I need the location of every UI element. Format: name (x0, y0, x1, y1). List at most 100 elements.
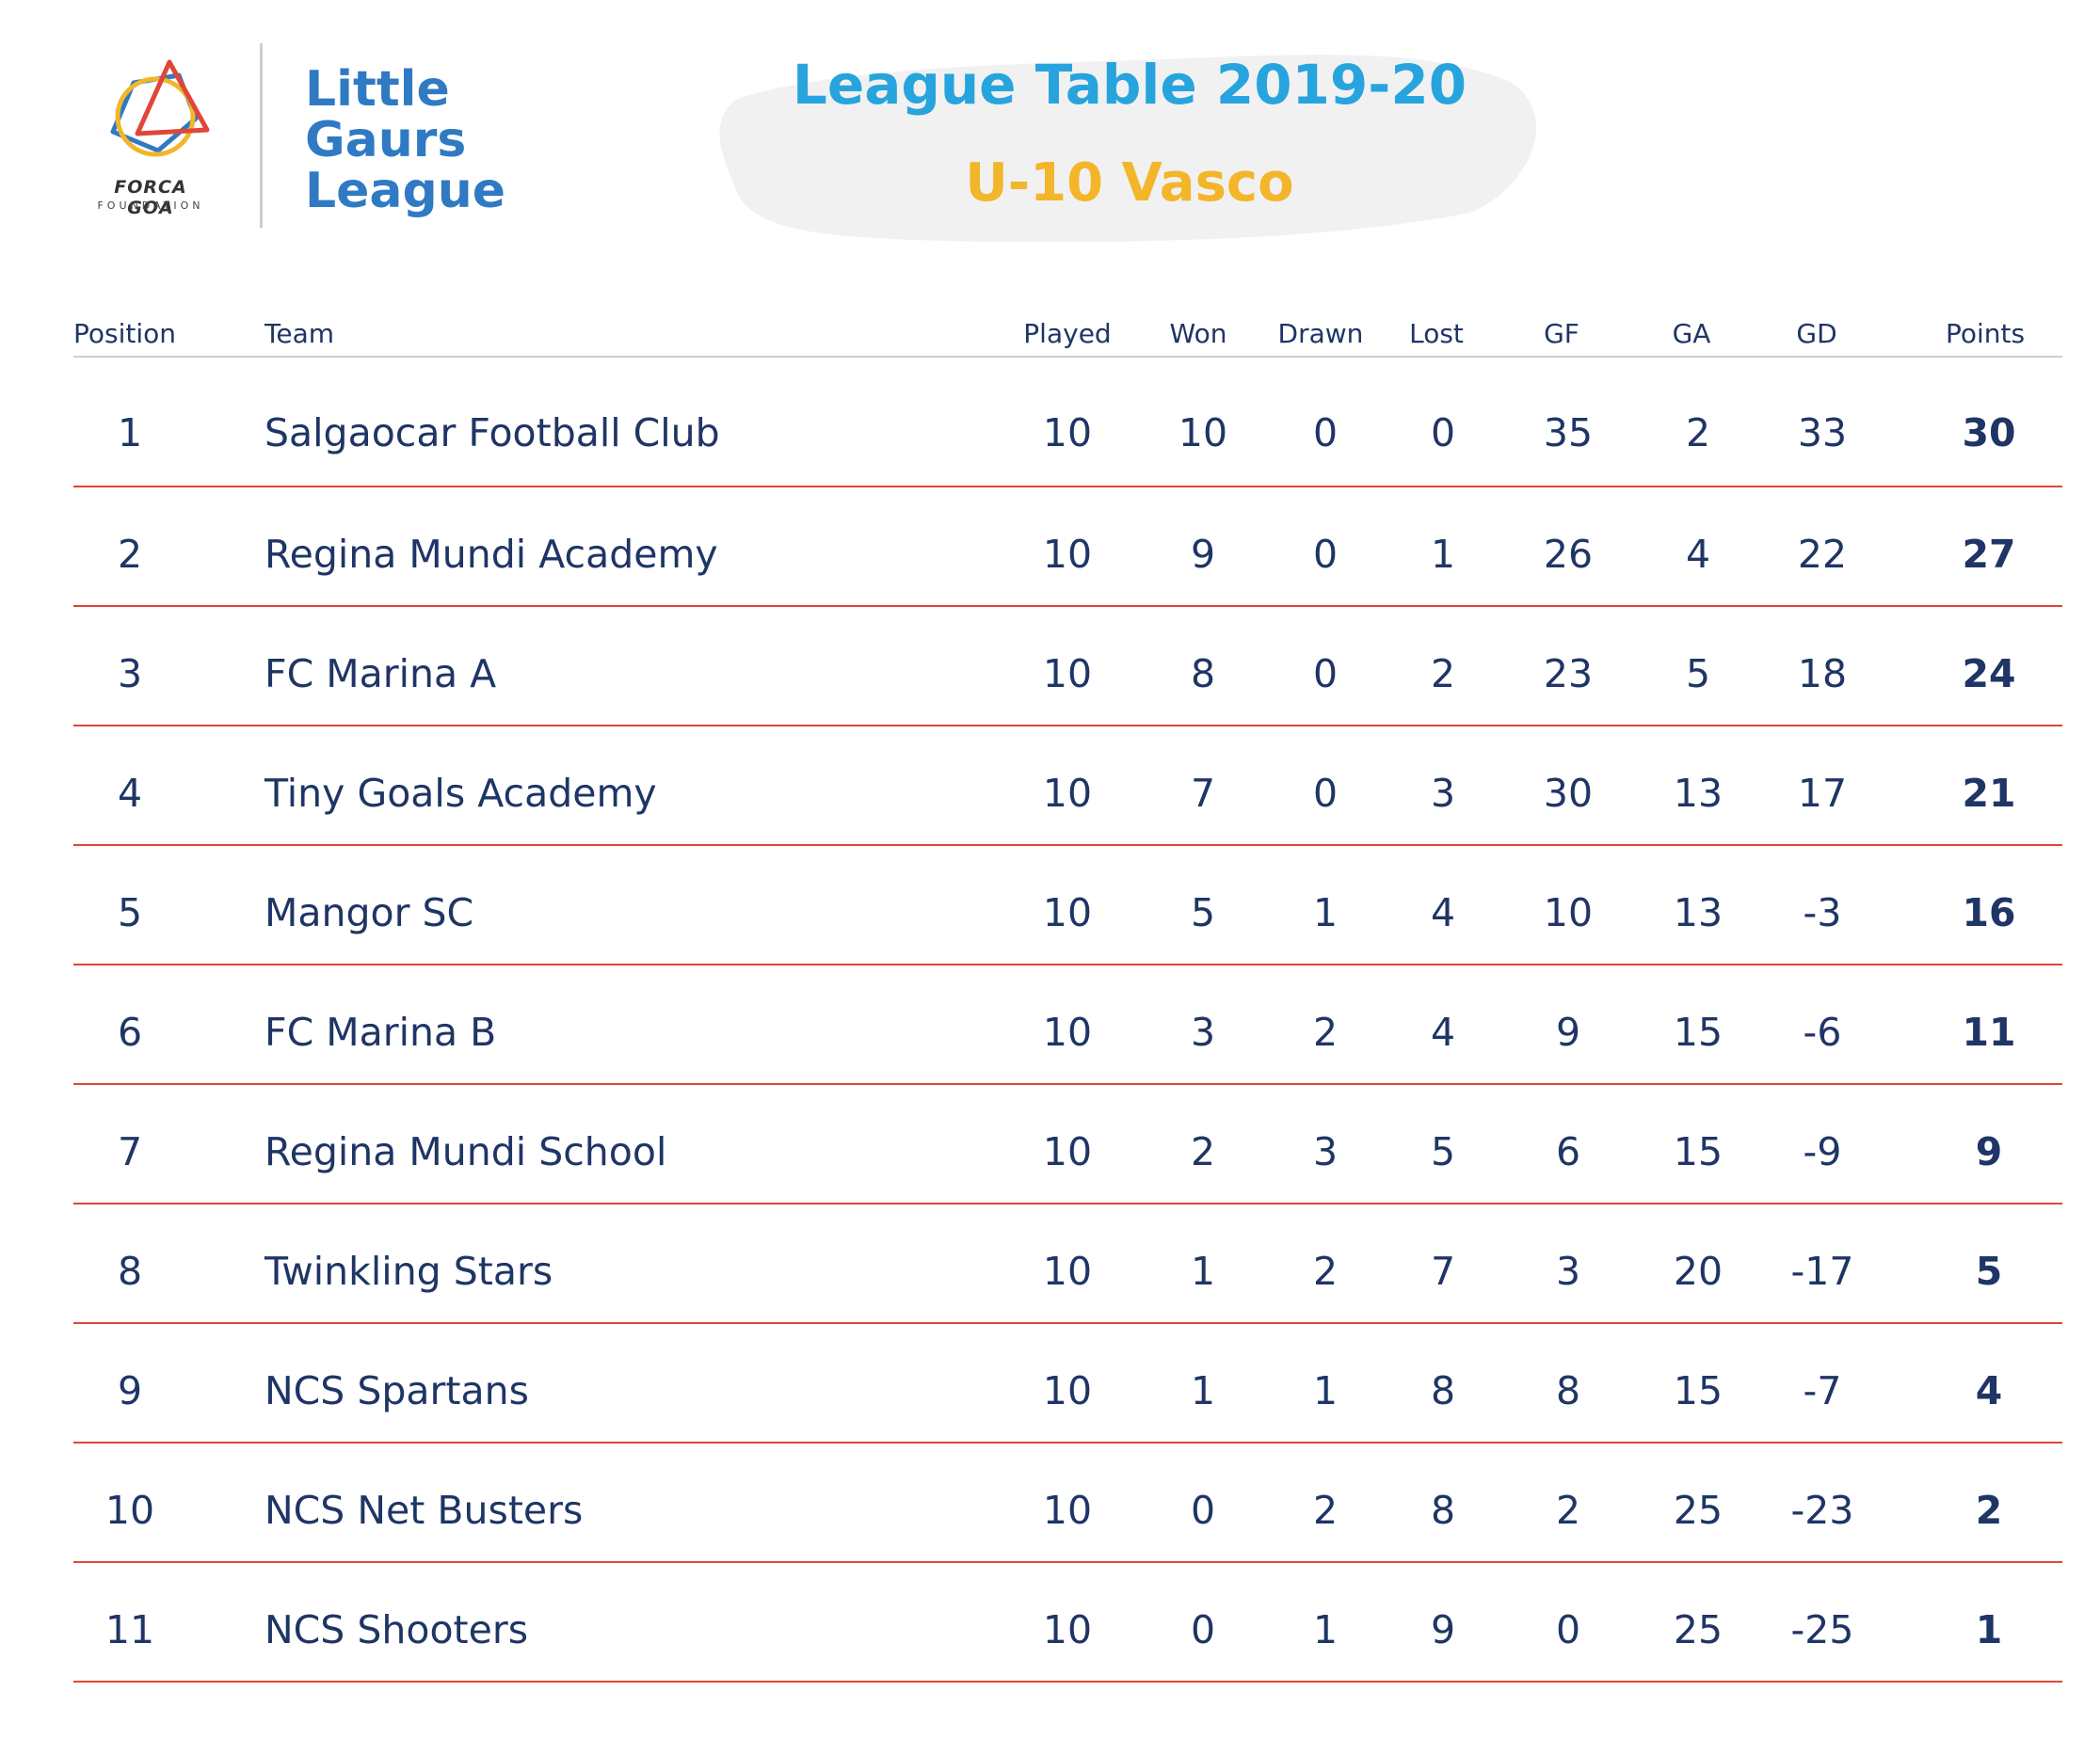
cell-team: Regina Mundi School (265, 1129, 666, 1174)
org-subtitle: FOUNDATION (94, 199, 207, 212)
cell-gf: 2 (1556, 1488, 1580, 1533)
cell-ga: 2 (1686, 410, 1710, 455)
page-title: League Table 2019-20 (715, 53, 1544, 117)
cell-won: 2 (1191, 1129, 1215, 1174)
cell-ga: 15 (1674, 1129, 1723, 1174)
cell-points: 9 (1976, 1129, 2003, 1174)
cell-won: 3 (1191, 1010, 1215, 1055)
cell-ga: 5 (1686, 651, 1710, 696)
cell-position: 11 (105, 1607, 154, 1652)
cell-ga: 13 (1674, 771, 1723, 816)
forca-goa-logo-icon (75, 55, 226, 172)
column-header-drawn: Drawn (1278, 318, 1364, 349)
cell-position: 8 (118, 1249, 142, 1294)
cell-lost: 5 (1431, 1129, 1455, 1174)
cell-gf: 9 (1556, 1010, 1580, 1055)
cell-team: FC Marina A (265, 651, 496, 696)
cell-team: Mangor SC (265, 890, 473, 935)
cell-position: 1 (118, 410, 142, 455)
cell-won: 1 (1191, 1249, 1215, 1294)
org-name: FORCA GOA (94, 177, 207, 218)
table-row: 1 Salgaocar Football Club 10 10 0 0 35 2 33 30 (73, 358, 2062, 487)
cell-played: 10 (1043, 1249, 1092, 1294)
cell-played: 10 (1043, 1488, 1092, 1533)
cell-gd: -3 (1803, 890, 1842, 935)
cell-drawn: 0 (1313, 651, 1338, 696)
header: FORCA GOA FOUNDATION Little Gaurs League… (0, 0, 2100, 273)
cell-team: NCS Net Busters (265, 1488, 583, 1533)
cell-gd: 33 (1798, 410, 1847, 455)
cell-points: 30 (1962, 410, 2015, 455)
cell-points: 27 (1962, 532, 2015, 577)
cell-team: FC Marina B (265, 1010, 496, 1055)
cell-team: NCS Spartans (265, 1368, 529, 1413)
brand-line-2: Gaurs (305, 115, 505, 166)
cell-played: 10 (1043, 1368, 1092, 1413)
table-row: 8 Twinkling Stars 10 1 2 7 3 20 -17 5 (73, 1205, 2062, 1324)
cell-gf: 30 (1544, 771, 1593, 816)
cell-gd: -6 (1803, 1010, 1842, 1055)
cell-team: NCS Shooters (265, 1607, 528, 1652)
cell-gd: -23 (1791, 1488, 1854, 1533)
cell-drawn: 2 (1313, 1010, 1338, 1055)
cell-drawn: 1 (1313, 1368, 1338, 1413)
cell-position: 10 (105, 1488, 154, 1533)
column-header-points: Points (1946, 318, 2025, 349)
cell-played: 10 (1043, 651, 1092, 696)
cell-points: 16 (1962, 890, 2015, 935)
cell-gf: 26 (1544, 532, 1593, 577)
cell-gf: 23 (1544, 651, 1593, 696)
cell-lost: 4 (1431, 1010, 1455, 1055)
table-row: 5 Mangor SC 10 5 1 4 10 13 -3 16 (73, 846, 2062, 965)
table-row: 3 FC Marina A 10 8 0 2 23 5 18 24 (73, 607, 2062, 726)
cell-played: 10 (1043, 1010, 1092, 1055)
table-header-row: Position Team Played Won Drawn Lost GF G… (73, 311, 2062, 358)
cell-position: 5 (118, 890, 142, 935)
cell-points: 11 (1962, 1010, 2015, 1055)
cell-team: Salgaocar Football Club (265, 410, 720, 455)
table-row: 9 NCS Spartans 10 1 1 8 8 15 -7 4 (73, 1324, 2062, 1444)
cell-won: 1 (1191, 1368, 1215, 1413)
cell-played: 10 (1043, 410, 1092, 455)
cell-won: 0 (1191, 1607, 1215, 1652)
cell-gf: 0 (1556, 1607, 1580, 1652)
cell-position: 2 (118, 532, 142, 577)
cell-team: Regina Mundi Academy (265, 532, 718, 577)
cell-position: 4 (118, 771, 142, 816)
cell-points: 2 (1976, 1488, 2003, 1533)
cell-won: 10 (1178, 410, 1227, 455)
cell-drawn: 0 (1313, 410, 1338, 455)
page-subtitle: U-10 Vasco (715, 152, 1544, 214)
table-row: 11 NCS Shooters 10 0 1 9 0 25 -25 1 (73, 1563, 2062, 1683)
cell-ga: 15 (1674, 1368, 1723, 1413)
cell-won: 5 (1191, 890, 1215, 935)
brand-line-3: League (305, 166, 505, 216)
cell-team: Tiny Goals Academy (265, 771, 657, 816)
cell-gd: -25 (1791, 1607, 1854, 1652)
cell-played: 10 (1043, 1607, 1092, 1652)
cell-points: 21 (1962, 771, 2015, 816)
logo-divider (260, 43, 263, 228)
brand-line-1: Little (305, 64, 505, 115)
cell-drawn: 0 (1313, 771, 1338, 816)
league-table: Position Team Played Won Drawn Lost GF G… (73, 311, 2062, 1683)
cell-gf: 10 (1544, 890, 1593, 935)
column-header-ga: GA (1673, 318, 1711, 349)
cell-ga: 15 (1674, 1010, 1723, 1055)
cell-gd: -9 (1803, 1129, 1842, 1174)
cell-gd: -7 (1803, 1368, 1842, 1413)
cell-position: 9 (118, 1368, 142, 1413)
cell-points: 5 (1976, 1249, 2003, 1294)
column-header-lost: Lost (1409, 318, 1464, 349)
cell-position: 7 (118, 1129, 142, 1174)
cell-played: 10 (1043, 890, 1092, 935)
cell-lost: 4 (1431, 890, 1455, 935)
table-row: 10 NCS Net Busters 10 0 2 8 2 25 -23 2 (73, 1444, 2062, 1563)
cell-drawn: 2 (1313, 1249, 1338, 1294)
cell-drawn: 2 (1313, 1488, 1338, 1533)
cell-ga: 20 (1674, 1249, 1723, 1294)
cell-played: 10 (1043, 771, 1092, 816)
table-row: 7 Regina Mundi School 10 2 3 5 6 15 -9 9 (73, 1085, 2062, 1205)
cell-gd: 17 (1798, 771, 1847, 816)
cell-position: 6 (118, 1010, 142, 1055)
